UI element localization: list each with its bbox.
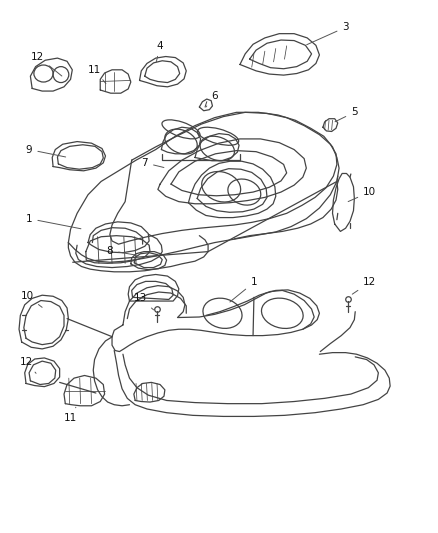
Text: 9: 9 xyxy=(26,144,66,157)
Text: 10: 10 xyxy=(348,187,376,201)
Text: 11: 11 xyxy=(64,407,77,423)
Text: 10: 10 xyxy=(20,290,42,308)
Text: 1: 1 xyxy=(230,278,257,302)
Text: 5: 5 xyxy=(335,107,358,122)
Text: 11: 11 xyxy=(88,65,106,84)
Text: 13: 13 xyxy=(134,293,154,310)
Text: 8: 8 xyxy=(106,246,138,255)
Text: 12: 12 xyxy=(31,52,62,76)
Text: 6: 6 xyxy=(206,91,218,107)
Text: 12: 12 xyxy=(352,278,376,294)
Text: 3: 3 xyxy=(307,22,349,45)
Text: 4: 4 xyxy=(156,41,163,62)
Text: 12: 12 xyxy=(20,357,36,373)
Text: 1: 1 xyxy=(26,214,81,229)
Text: 7: 7 xyxy=(141,158,164,168)
